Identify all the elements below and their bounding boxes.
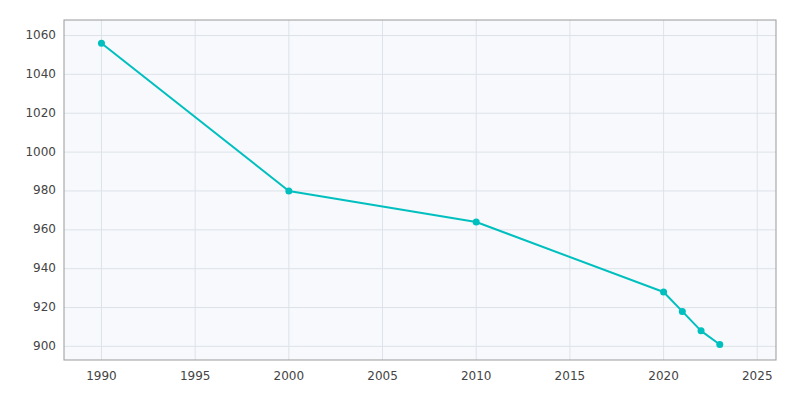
chart-container: 900 920 940 960 980 1000 1020 1040 1060 1990 1995 2… <box>0 0 800 400</box>
plot-background <box>64 20 776 360</box>
line <box>101 43 719 344</box>
point <box>98 40 105 47</box>
y-tick-label: 1000 <box>25 145 56 159</box>
y-grid-line <box>64 346 776 347</box>
x-grid-line <box>569 20 570 360</box>
y-tick-label: 900 <box>33 339 56 353</box>
x-tick-label: 1990 <box>86 369 117 383</box>
x-grid-line <box>757 20 758 360</box>
x-tick-label: 2005 <box>367 369 398 383</box>
x-grid-line <box>195 20 196 360</box>
y-grid-line <box>64 113 776 114</box>
x-grid-line <box>476 20 477 360</box>
point <box>716 341 723 348</box>
y-grid-line <box>64 307 776 308</box>
x-tick-label: 2000 <box>274 369 305 383</box>
y-grid-line <box>64 229 776 230</box>
x-tick-label: 1995 <box>180 369 211 383</box>
y-tick-label: 980 <box>33 183 56 197</box>
y-grid-line <box>64 190 776 191</box>
y-grid-line <box>64 152 776 153</box>
point <box>679 308 686 315</box>
x-tick-label: 2010 <box>461 369 492 383</box>
y-tick-label: 960 <box>33 222 56 236</box>
y-tick-label: 1020 <box>25 106 56 120</box>
point <box>698 327 705 334</box>
point <box>285 187 292 194</box>
y-tick-label: 920 <box>33 300 56 314</box>
chart: 900 920 940 960 980 1000 1020 1040 1060 1990 1995 2… <box>0 0 800 400</box>
y-tick-label: 1060 <box>25 28 56 42</box>
x-tick-label: 2015 <box>555 369 586 383</box>
plot-frame <box>64 20 776 360</box>
grid <box>64 20 776 360</box>
y-grid-line <box>64 268 776 269</box>
y-grid-line <box>64 74 776 75</box>
x-grid-line <box>382 20 383 360</box>
y-grid-line <box>64 35 776 36</box>
data-layer <box>98 40 723 348</box>
y-tick-label: 940 <box>33 261 56 275</box>
x-grid-line <box>663 20 664 360</box>
x-grid-line <box>101 20 102 360</box>
point <box>473 219 480 226</box>
point <box>660 289 667 296</box>
y-tick-label: 1040 <box>25 67 56 81</box>
axes: 900 920 940 960 980 1000 1020 1040 1060 1990 1995 2… <box>25 28 772 383</box>
x-tick-label: 2025 <box>742 369 773 383</box>
x-tick-label: 2020 <box>648 369 679 383</box>
